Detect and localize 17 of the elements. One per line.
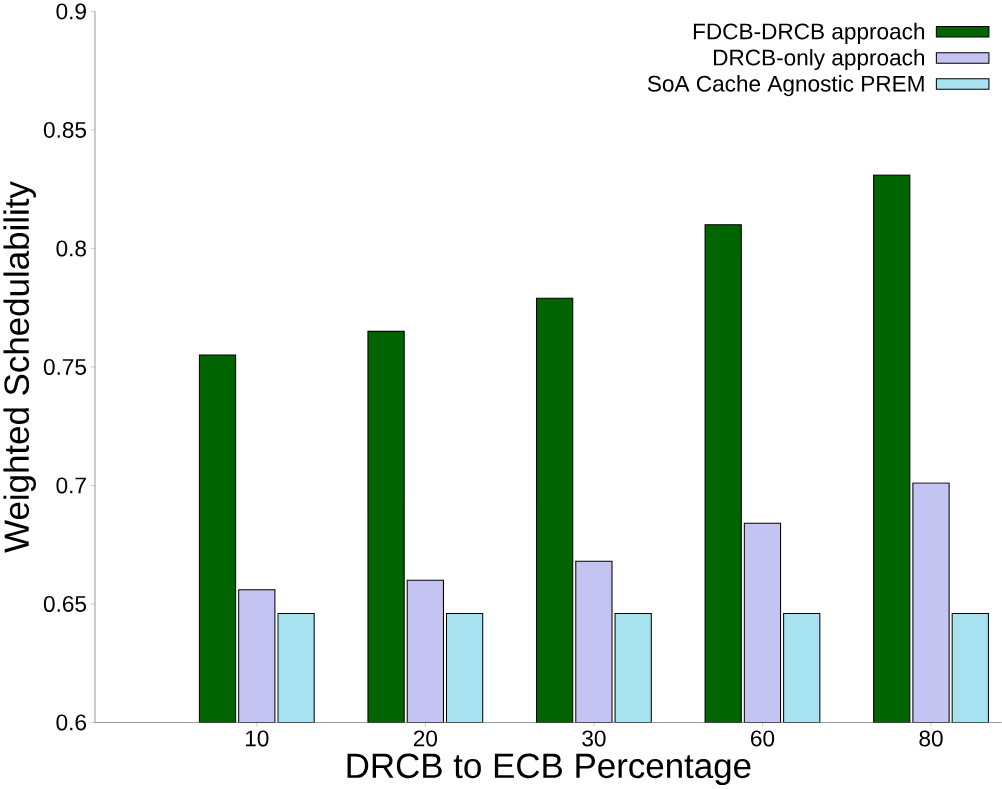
y-tick-label: 0.9 xyxy=(56,3,86,20)
x-tick-label: 10 xyxy=(245,730,269,747)
x-tick-label: 20 xyxy=(413,730,438,747)
legend-label: DRCB-only approach xyxy=(713,49,925,71)
y-tick-label: 0.8 xyxy=(56,240,86,257)
y-tick-label: 0.75 xyxy=(43,359,87,376)
legend-label: SoA Cache Agnostic PREM xyxy=(647,75,924,97)
x-tick-label: 80 xyxy=(919,730,943,747)
y-tick-label: 0.6 xyxy=(56,714,86,731)
x-tick-label: 60 xyxy=(751,730,775,747)
x-axis-title: DRCB to ECB Percentage xyxy=(347,753,751,786)
y-tick-label: 0.65 xyxy=(43,596,87,613)
x-tick-label: 30 xyxy=(582,730,606,747)
y-axis-title: Weighted Schedulability xyxy=(3,181,36,553)
legend-label: FDCB-DRCB approach xyxy=(693,23,925,45)
y-tick-label: 0.85 xyxy=(43,122,87,139)
y-tick-label: 0.7 xyxy=(56,477,86,494)
